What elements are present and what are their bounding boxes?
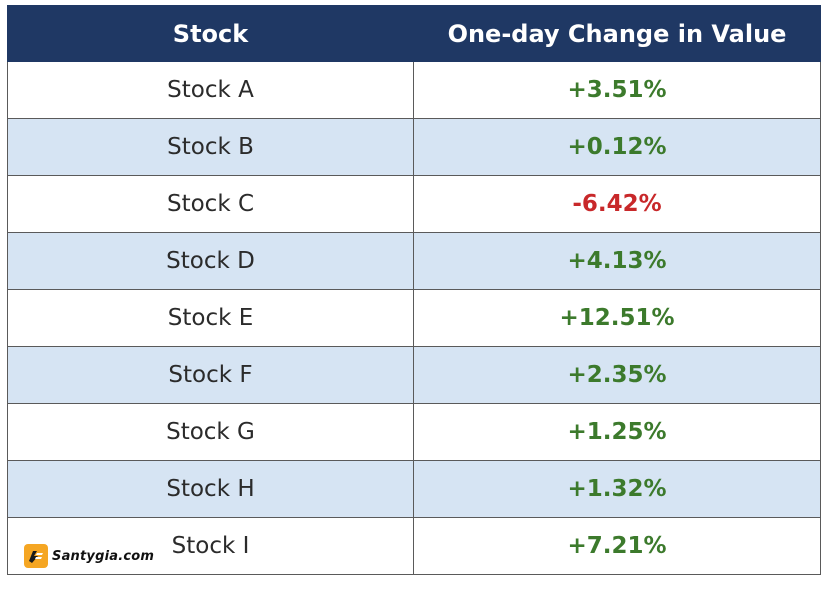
change-value: +4.13% (567, 248, 667, 274)
change-cell: +4.13% (413, 232, 821, 290)
change-value: +0.12% (567, 134, 667, 160)
change-cell: +3.51% (413, 61, 821, 119)
watermark: Santygia.com (24, 542, 154, 570)
stock-name-cell: Stock C (7, 175, 414, 233)
change-cell: +7.21% (413, 517, 821, 575)
change-cell: -6.42% (413, 175, 821, 233)
change-cell: +0.12% (413, 118, 821, 176)
stock-change-table: Stock One-day Change in Value Stock A +3… (7, 5, 821, 575)
change-cell: +1.32% (413, 460, 821, 518)
stock-name-cell: Stock F (7, 346, 414, 404)
table-row: Stock C -6.42% (7, 175, 821, 233)
header-stock: Stock (7, 5, 414, 62)
table-row: Stock F +2.35% (7, 346, 821, 404)
stock-name-cell: Stock G (7, 403, 414, 461)
change-value: -6.42% (572, 191, 662, 217)
change-value: +7.21% (567, 533, 667, 559)
change-value: +3.51% (567, 77, 667, 103)
stock-name-cell: Stock D (7, 232, 414, 290)
change-value: +12.51% (559, 305, 675, 331)
stock-name-cell: Stock B (7, 118, 414, 176)
table-row: Stock G +1.25% (7, 403, 821, 461)
header-one-day-change: One-day Change in Value (413, 5, 821, 62)
santygia-logo-icon (24, 544, 48, 568)
table-row: Stock I +7.21% (7, 517, 821, 575)
table-header-row: Stock One-day Change in Value (7, 5, 821, 62)
change-cell: +12.51% (413, 289, 821, 347)
change-cell: +2.35% (413, 346, 821, 404)
stock-name-cell: Stock H (7, 460, 414, 518)
stock-name-cell: Stock I (7, 517, 414, 575)
table-row: Stock B +0.12% (7, 118, 821, 176)
change-value: +2.35% (567, 362, 667, 388)
stock-name-cell: Stock A (7, 61, 414, 119)
watermark-text: Santygia.com (52, 548, 155, 564)
table-row: Stock H +1.32% (7, 460, 821, 518)
change-cell: +1.25% (413, 403, 821, 461)
stock-name-cell: Stock E (7, 289, 414, 347)
table-row: Stock D +4.13% (7, 232, 821, 290)
change-value: +1.25% (567, 419, 667, 445)
change-value: +1.32% (567, 476, 667, 502)
table-row: Stock A +3.51% (7, 61, 821, 119)
table-row: Stock E +12.51% (7, 289, 821, 347)
